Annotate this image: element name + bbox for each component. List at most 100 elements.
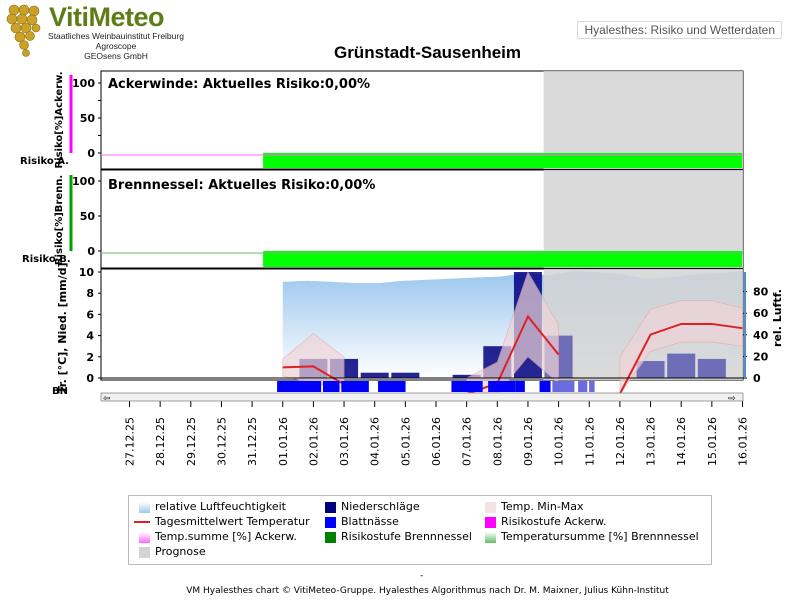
tick-label-w-6: 6 — [86, 308, 94, 321]
risk-layer — [263, 153, 742, 267]
risk-a-label: Risiko A. — [20, 156, 69, 167]
panel-brennnessel-title: Brennnessel: Aktuelles Risiko:0,00% — [108, 178, 375, 193]
precip-bar-14.01.26 — [667, 353, 696, 378]
footer-credit: VM Hyalesthes chart © VitiMeteo-Gruppe. … — [186, 586, 669, 596]
tick-label-h-60: 60 — [753, 307, 769, 320]
precip-bar-15.01.26 — [697, 358, 726, 378]
x-tick-label-15.01.26: 15.01.26 — [706, 417, 719, 466]
x-tick-label-29.12.25: 29.12.25 — [185, 417, 198, 466]
y-axis-label-ackerwinde: Risiko[%]Ackerw. — [54, 71, 65, 168]
x-tick-label-11.01.26: 11.01.26 — [583, 417, 596, 466]
legend-label-tsum-b: Temperatursumme [%] Brennnessel — [501, 530, 699, 543]
tick-label-h-0: 0 — [753, 372, 761, 385]
tick-label-h-40: 40 — [753, 329, 769, 342]
legend-label-risk-a: Risikostufe Ackerw. — [501, 515, 607, 528]
leaf-wetness-block-10 — [589, 381, 595, 392]
tick-label-w-0: 0 — [86, 372, 94, 385]
legend-label-leafwet: Blattnässe — [341, 515, 399, 528]
panel-ackerwinde-title: Ackerwinde: Aktuelles Risiko:0,00% — [108, 77, 370, 92]
legend-swatch-risk-a — [485, 517, 496, 528]
x-tick-label-27.12.25: 27.12.25 — [124, 417, 137, 466]
x-tick-label-07.01.26: 07.01.26 — [461, 417, 474, 466]
legend-label-humidity: relative Luftfeuchtigkeit — [155, 500, 286, 513]
bn-label: BN — [52, 386, 68, 397]
legend-swatch-risk-b — [325, 532, 336, 543]
legend-swatch-leafwet — [325, 517, 336, 528]
leaf-wetness-block-5 — [488, 381, 516, 392]
y-axis-label-humidity: rel. Luftf. — [771, 289, 784, 347]
legend-swatch-tminmax — [485, 502, 496, 513]
precip-bar-04.01.26 — [360, 372, 389, 378]
x-tick-label-05.01.26: 05.01.26 — [399, 417, 412, 466]
risk-b-label: Risiko B. — [22, 254, 71, 265]
x-tick-label-03.01.26: 03.01.26 — [338, 417, 351, 466]
app-label: Hyalesthes: Risiko und Wetterdaten — [577, 21, 782, 39]
tick-label-w-10: 10 — [79, 266, 95, 279]
tick-label-a-100: 100 — [72, 77, 95, 90]
risk-bar-ackerwinde — [263, 153, 742, 168]
tick-label-w-8: 8 — [86, 287, 94, 300]
tick-label-w-4: 4 — [86, 330, 94, 343]
scroll-left-icon[interactable]: ⇦ — [103, 394, 111, 404]
leaf-wetness-block-3 — [378, 381, 406, 392]
precip-bar-13.01.26 — [636, 361, 665, 378]
leaf-wetness-block-6 — [515, 381, 525, 392]
tick-label-h-80: 80 — [753, 286, 769, 299]
grape-icon — [6, 4, 41, 57]
risk-bar-brennnessel — [263, 251, 742, 267]
x-tick-label-01.01.26: 01.01.26 — [277, 417, 290, 466]
logo-line-1: Staatliches Weinbauinstitut Freiburg — [48, 31, 184, 41]
x-tick-label-13.01.26: 13.01.26 — [645, 417, 658, 466]
time-scrollbar[interactable]: ⇦ ⇨ — [100, 392, 744, 404]
legend-swatch-tsum-b — [485, 532, 496, 543]
legend-label-risk-b: Risikostufe Brennnessel — [341, 530, 472, 543]
x-tick-label-30.12.25: 30.12.25 — [215, 417, 228, 466]
logo-line-3: GEOsens GmbH — [84, 51, 148, 61]
x-tick-label-09.01.26: 09.01.26 — [522, 417, 535, 466]
y-axis-label-brennnessel: Risiko[%]Brenn. — [54, 175, 65, 265]
legend-swatch-tmean — [134, 521, 150, 523]
legend-label-tsum-a: Temp.summe [%] Ackerw. — [155, 530, 297, 543]
legend-swatch-precip — [325, 502, 336, 513]
legend-label-tmean: Tagesmittelwert Temperatur — [155, 515, 310, 528]
leaf-wetness-block-9 — [578, 381, 588, 392]
logo-title: VitiMeteo — [49, 2, 165, 32]
x-tick-label-14.01.26: 14.01.26 — [675, 417, 688, 466]
x-tick-label-28.12.25: 28.12.25 — [154, 417, 167, 466]
x-tick-label-04.01.26: 04.01.26 — [369, 417, 382, 466]
legend-label-prognose: Prognose — [155, 545, 206, 558]
leaf-wetness-block-1 — [322, 381, 340, 392]
x-tick-label-12.01.26: 12.01.26 — [614, 417, 627, 466]
leaf-wetness-block-4 — [451, 381, 483, 392]
legend-swatch-humidity — [139, 502, 150, 513]
x-tick-label-02.01.26: 02.01.26 — [307, 417, 320, 466]
leafwetness-layer — [277, 381, 595, 392]
x-tick-label-16.01.26: 16.01.26 — [737, 417, 750, 466]
precip-bar-05.01.26 — [391, 372, 420, 378]
prognose-shade-0 — [543, 71, 743, 169]
tick-label-b-100: 100 — [72, 175, 95, 188]
leaf-wetness-block-2 — [341, 381, 369, 392]
legend-label-tminmax: Temp. Min-Max — [501, 500, 584, 513]
tick-label-b-50: 50 — [80, 210, 96, 223]
y-axis-label-weather: Tr. [°C], Nied. [mm/d] — [56, 263, 69, 394]
temp-mean-line-2 — [619, 322, 743, 395]
x-tick-labels: 27.12.25 28.12.25 29.12.25 30.12.25 31.12.25… — [124, 401, 750, 466]
chart-title: Grünstadt-Sausenheim — [333, 43, 522, 62]
tick-label-a-50: 50 — [80, 112, 96, 125]
precip-bar-07.01.26 — [452, 374, 481, 378]
logo-line-2: Agroscope — [95, 41, 137, 51]
legend: relative Luftfeuchtigkeit Niederschläge … — [128, 495, 712, 565]
tick-label-w-2: 2 — [86, 351, 94, 364]
scroll-right-icon[interactable]: ⇨ — [728, 394, 736, 404]
x-tick-label-31.12.25: 31.12.25 — [246, 417, 259, 466]
legend-label-precip: Niederschläge — [341, 500, 420, 513]
leaf-wetness-block-7 — [539, 381, 551, 392]
x-tick-label-06.01.26: 06.01.26 — [430, 417, 443, 466]
leaf-wetness-block-8 — [552, 381, 575, 392]
x-tick-label-08.01.26: 08.01.26 — [491, 417, 504, 466]
legend-swatch-tsum-a — [139, 532, 150, 543]
leaf-wetness-block-0 — [277, 381, 322, 392]
